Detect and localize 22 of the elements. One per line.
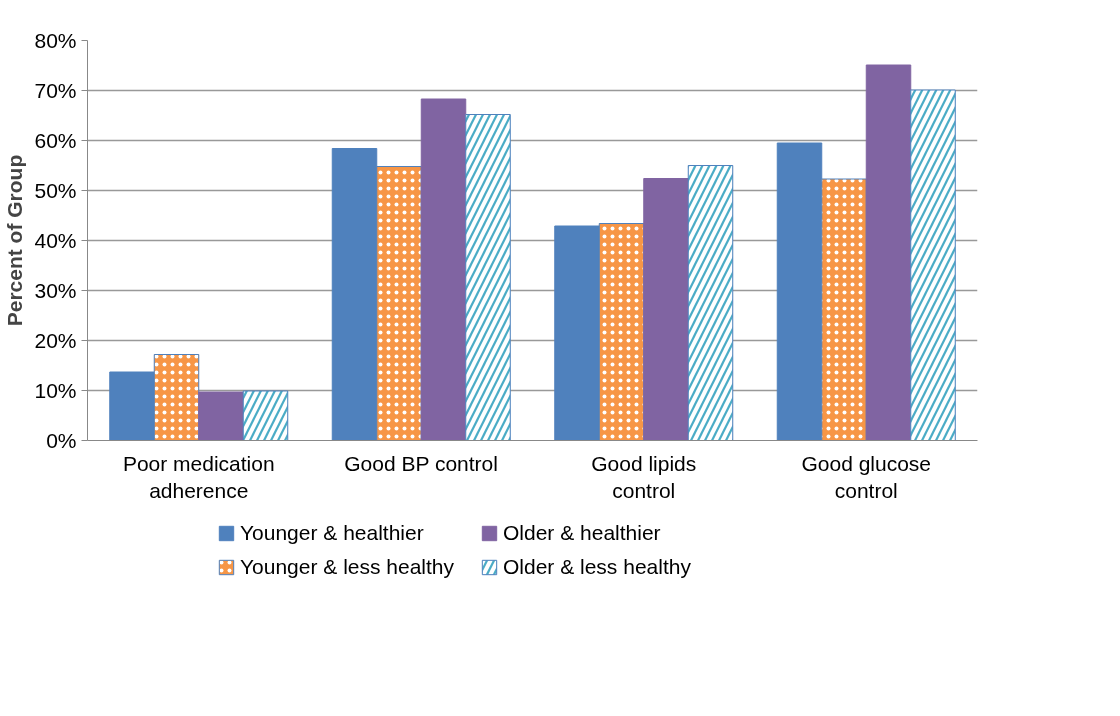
legend-label: Older & healthier [503,521,662,545]
bar [865,64,912,441]
y-tick-label: 0% [46,429,77,452]
bar [420,98,467,441]
legend-label: Older & less healthy [503,555,692,579]
y-tick-label: 20% [34,329,77,352]
legend-label: Younger & healthier [240,521,425,545]
x-tick-label: Good BP control [344,451,498,475]
y-tick-label: 50% [34,179,77,202]
legend-label: Younger & less healthy [240,555,456,579]
y-tick-label: 40% [34,229,77,252]
y-tick-label: 70% [34,79,77,102]
y-axis-title: Percent of Group [3,154,27,327]
x-tick-label: Good lipids control [591,451,697,503]
bar [643,178,689,441]
bar [198,391,244,441]
y-tick-label: 10% [34,379,77,402]
x-tick-label: Good glucose control [801,451,932,503]
x-tick-label: Poor medication adherence [122,451,275,503]
y-tick-label: 80% [34,29,77,52]
y-tick-label: 60% [34,129,77,152]
y-tick-label: 30% [34,279,77,302]
